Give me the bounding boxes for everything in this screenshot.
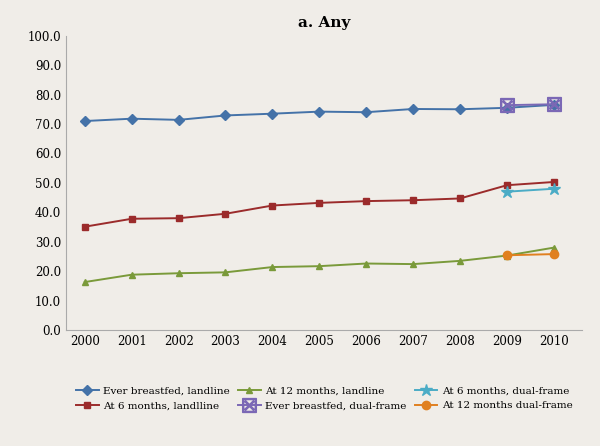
Line: At 6 months, dual-frame: At 6 months, dual-frame xyxy=(500,182,560,198)
At 12 months, landline xyxy=(550,245,557,250)
At 6 months, landlline xyxy=(316,200,323,206)
At 12 months, landline xyxy=(503,253,511,258)
Ever breastfed, landline xyxy=(362,110,370,115)
Ever breastfed, landline xyxy=(316,109,323,114)
Ever breastfed, landline xyxy=(457,107,464,112)
Line: At 6 months, landlline: At 6 months, landlline xyxy=(81,178,557,230)
Ever breastfed, dual-frame xyxy=(550,102,557,107)
Ever breastfed, landline xyxy=(222,113,229,118)
At 12 months, landline xyxy=(175,271,182,276)
At 6 months, landlline xyxy=(128,216,135,222)
Line: Ever breastfed, dual-frame: Ever breastfed, dual-frame xyxy=(500,97,561,112)
At 6 months, landlline xyxy=(550,179,557,185)
At 12 months, landline xyxy=(81,279,88,285)
At 12 months, landline xyxy=(410,261,417,267)
At 6 months, dual-frame xyxy=(550,186,557,191)
At 12 months dual-frame xyxy=(550,252,557,257)
At 6 months, landlline xyxy=(175,215,182,221)
At 6 months, landlline xyxy=(410,198,417,203)
At 6 months, landlline xyxy=(503,182,511,188)
At 12 months, landline xyxy=(128,272,135,277)
At 12 months, landline xyxy=(457,258,464,264)
At 12 months, landline xyxy=(316,264,323,269)
Legend: Ever breastfed, landline, At 6 months, landlline, At 12 months, landline, Ever b: Ever breastfed, landline, At 6 months, l… xyxy=(71,382,577,414)
Line: Ever breastfed, landline: Ever breastfed, landline xyxy=(81,101,557,124)
Title: a. Any: a. Any xyxy=(298,17,350,30)
At 6 months, landlline xyxy=(362,198,370,204)
Ever breastfed, dual-frame xyxy=(503,103,511,108)
Ever breastfed, landline xyxy=(410,106,417,112)
At 12 months dual-frame xyxy=(503,252,511,258)
At 6 months, landlline xyxy=(222,211,229,216)
Line: At 12 months dual-frame: At 12 months dual-frame xyxy=(503,250,558,260)
Line: At 12 months, landline: At 12 months, landline xyxy=(81,244,557,285)
At 6 months, dual-frame xyxy=(503,189,511,194)
Ever breastfed, landline xyxy=(269,111,276,116)
Ever breastfed, landline xyxy=(175,117,182,123)
Ever breastfed, landline xyxy=(550,102,557,107)
At 12 months, landline xyxy=(269,264,276,270)
Ever breastfed, landline xyxy=(81,118,88,124)
At 12 months, landline xyxy=(222,270,229,275)
Ever breastfed, landline xyxy=(503,105,511,111)
At 6 months, landlline xyxy=(81,224,88,229)
At 6 months, landlline xyxy=(269,203,276,208)
Ever breastfed, landline xyxy=(128,116,135,121)
At 12 months, landline xyxy=(362,261,370,266)
At 6 months, landlline xyxy=(457,196,464,201)
